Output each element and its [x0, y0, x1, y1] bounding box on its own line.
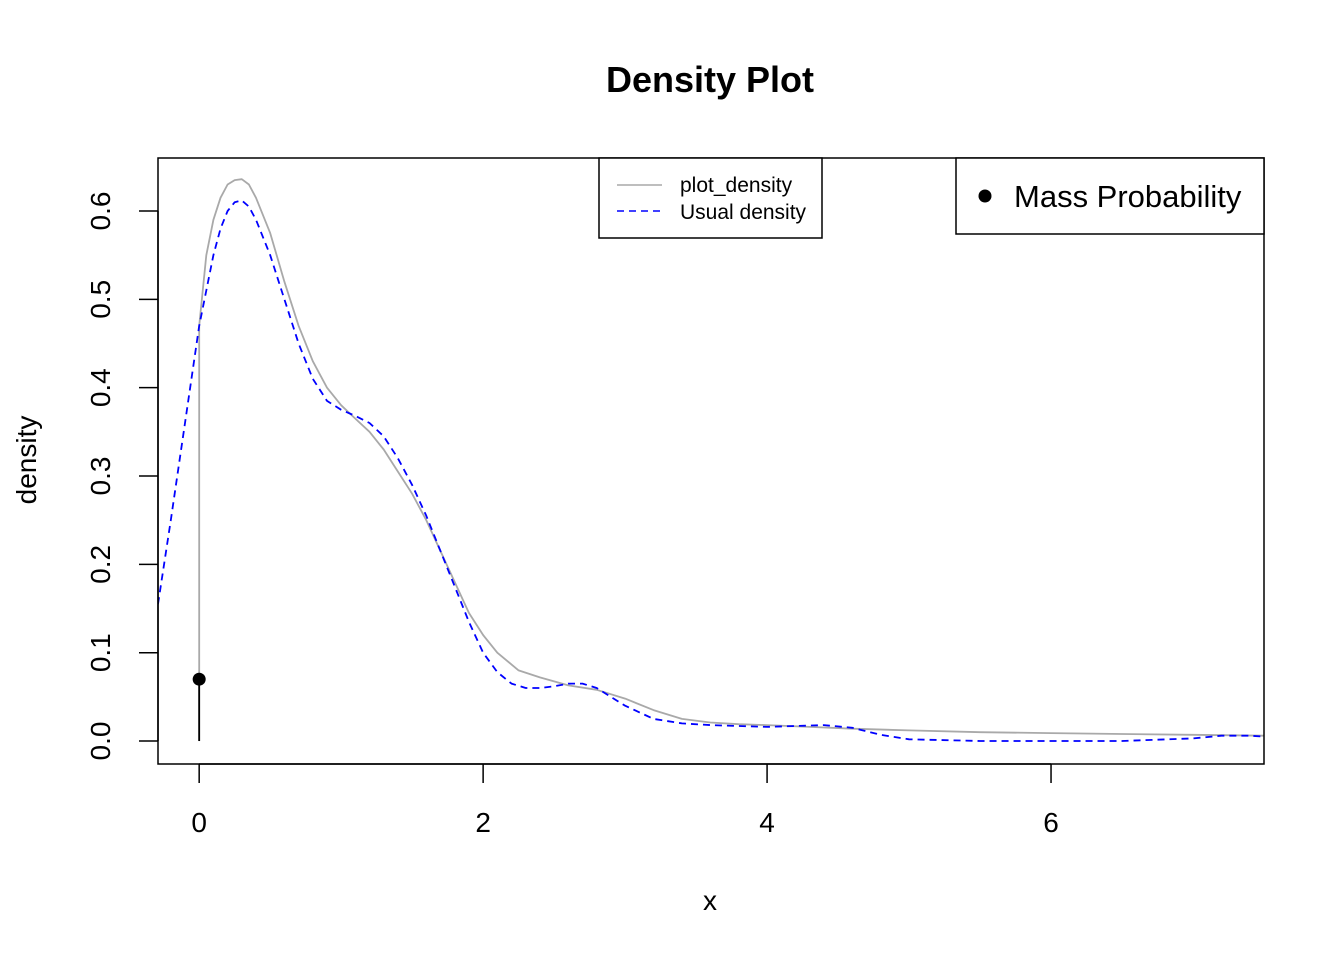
legend-mass-marker: [978, 189, 992, 203]
y-tick-label: 0.4: [85, 368, 116, 407]
legend-label-usual-density: Usual density: [680, 201, 807, 224]
plot-frame: [157, 157, 1265, 765]
mass-probability-point: [192, 672, 206, 686]
x-tick-label: 4: [759, 807, 775, 838]
x-tick-label: 2: [475, 807, 491, 838]
y-tick-label: 0.6: [85, 192, 116, 231]
y-tick-label: 0.1: [85, 633, 116, 672]
legend-densities-box: [598, 157, 823, 239]
series-layer: [158, 178, 1264, 742]
legend-label-mass-probability: Mass Probability: [1014, 179, 1242, 214]
x-tick-label: 0: [191, 807, 207, 838]
x-axis: 0 2 4 6: [191, 763, 1059, 838]
legend-mass-box: [955, 157, 1265, 235]
y-tick-label: 0.0: [85, 722, 116, 761]
y-tick-label: 0.5: [85, 280, 116, 319]
chart-title: Density Plot: [606, 59, 814, 100]
legend-label-plot-density: plot_density: [680, 174, 793, 197]
y-axis-label: density: [11, 416, 42, 505]
y-tick-label: 0.2: [85, 545, 116, 584]
x-axis-label: x: [703, 885, 717, 916]
y-tick-label: 0.3: [85, 457, 116, 496]
mass-layer: [192, 672, 206, 742]
y-axis: 0.0 0.1 0.2 0.3 0.4 0.5 0.6: [85, 192, 159, 761]
series-line-plot-density: [198, 178, 1264, 741]
x-tick-label: 6: [1043, 807, 1059, 838]
legend-mass: Mass Probability: [955, 157, 1265, 235]
series-line-usual-density: [158, 199, 1264, 742]
legend-densities: plot_density Usual density: [598, 157, 823, 239]
